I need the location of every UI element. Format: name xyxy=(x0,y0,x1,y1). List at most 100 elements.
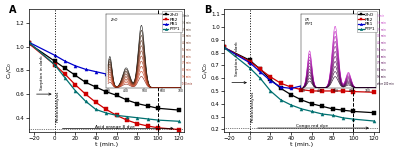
ZnO xyxy=(176,109,181,111)
PB1 xyxy=(310,84,314,86)
ZnO xyxy=(310,103,314,105)
PTP1 xyxy=(124,116,129,118)
PTP1 xyxy=(320,113,324,115)
PTP1 xyxy=(351,118,356,120)
PB2 xyxy=(156,127,160,129)
PB1 xyxy=(222,47,226,48)
Text: Acid orange 8 dye: Acid orange 8 dye xyxy=(94,125,134,129)
PB2 xyxy=(268,76,273,78)
ZnO xyxy=(330,108,335,110)
PTP1 xyxy=(222,47,226,48)
PTP1 xyxy=(114,114,119,116)
ZnO xyxy=(299,99,304,101)
PB1 xyxy=(135,77,140,78)
PB1 xyxy=(372,83,376,85)
PB1 xyxy=(26,41,31,43)
Y-axis label: C$_t$/C$_0$: C$_t$/C$_0$ xyxy=(6,62,14,79)
PTP1 xyxy=(340,117,345,119)
PB2 xyxy=(135,123,140,125)
PB1 xyxy=(248,62,252,64)
PB1 xyxy=(268,80,273,82)
PB1 xyxy=(94,71,98,73)
Text: B: B xyxy=(204,5,211,15)
PB1 xyxy=(340,82,345,84)
Line: PB2: PB2 xyxy=(27,42,180,131)
PB1 xyxy=(104,73,108,75)
ZnO xyxy=(340,109,345,111)
ZnO xyxy=(52,60,57,62)
ZnO xyxy=(73,74,78,76)
Text: Congo red dye: Congo red dye xyxy=(296,123,328,127)
ZnO xyxy=(320,105,324,107)
PB1 xyxy=(330,82,335,84)
PB2 xyxy=(83,93,88,95)
Line: PB1: PB1 xyxy=(222,46,375,90)
PB1 xyxy=(176,80,181,82)
PB2 xyxy=(114,114,119,116)
PB2 xyxy=(52,64,57,65)
ZnO xyxy=(83,81,88,83)
PB2 xyxy=(278,82,283,84)
PTP1 xyxy=(268,90,273,92)
PB1 xyxy=(299,85,304,87)
PTP1 xyxy=(289,104,294,106)
Text: Photocatalysis: Photocatalysis xyxy=(56,90,60,122)
PB2 xyxy=(258,68,262,70)
Line: PTP1: PTP1 xyxy=(27,41,180,123)
PTP1 xyxy=(135,117,140,119)
Text: Sorption in dark: Sorption in dark xyxy=(40,56,44,90)
Text: Sorption in dark: Sorption in dark xyxy=(235,42,239,76)
Text: Photocatalysis: Photocatalysis xyxy=(251,91,255,122)
PB2 xyxy=(145,125,150,127)
Y-axis label: C$_t$/C$_0$: C$_t$/C$_0$ xyxy=(201,62,210,79)
PTP1 xyxy=(73,90,78,91)
Line: ZnO: ZnO xyxy=(222,46,375,114)
PB1 xyxy=(83,68,88,70)
PB1 xyxy=(52,54,57,56)
PTP1 xyxy=(248,67,252,69)
PTP1 xyxy=(372,120,376,122)
Line: PTP1: PTP1 xyxy=(222,46,375,123)
ZnO xyxy=(26,42,31,44)
PTP1 xyxy=(104,112,108,114)
ZnO xyxy=(104,91,108,93)
PB2 xyxy=(248,61,252,62)
PB1 xyxy=(62,60,67,62)
ZnO xyxy=(278,88,283,89)
PTP1 xyxy=(278,99,283,101)
ZnO xyxy=(351,110,356,112)
PB1 xyxy=(114,74,119,76)
PB2 xyxy=(124,119,129,121)
PB2 xyxy=(320,90,324,92)
PB2 xyxy=(73,84,78,86)
PTP1 xyxy=(94,108,98,110)
PB2 xyxy=(351,91,356,93)
ZnO xyxy=(268,78,273,80)
PTP1 xyxy=(299,108,304,110)
PB2 xyxy=(310,90,314,92)
PTP1 xyxy=(330,114,335,116)
Legend: ZnO, PB2, PB1, PTP1: ZnO, PB2, PB1, PTP1 xyxy=(162,11,182,32)
PB1 xyxy=(351,82,356,84)
PTP1 xyxy=(26,41,31,43)
PB1 xyxy=(145,78,150,80)
Line: ZnO: ZnO xyxy=(27,42,180,112)
PB1 xyxy=(156,79,160,81)
PB2 xyxy=(62,73,67,75)
PTP1 xyxy=(258,77,262,79)
Line: PB1: PB1 xyxy=(27,41,180,83)
PB2 xyxy=(104,108,108,110)
Legend: ZnO, PB2, PB1, PTP1: ZnO, PB2, PB1, PTP1 xyxy=(357,11,377,32)
PB1 xyxy=(289,88,294,89)
PTP1 xyxy=(62,77,67,78)
PB1 xyxy=(258,71,262,73)
PB2 xyxy=(289,86,294,88)
PTP1 xyxy=(52,64,57,65)
PB2 xyxy=(330,90,335,92)
ZnO xyxy=(222,47,226,48)
PB1 xyxy=(320,82,324,84)
Text: A: A xyxy=(8,5,16,15)
PB1 xyxy=(73,65,78,67)
PB2 xyxy=(26,42,31,44)
ZnO xyxy=(135,103,140,104)
